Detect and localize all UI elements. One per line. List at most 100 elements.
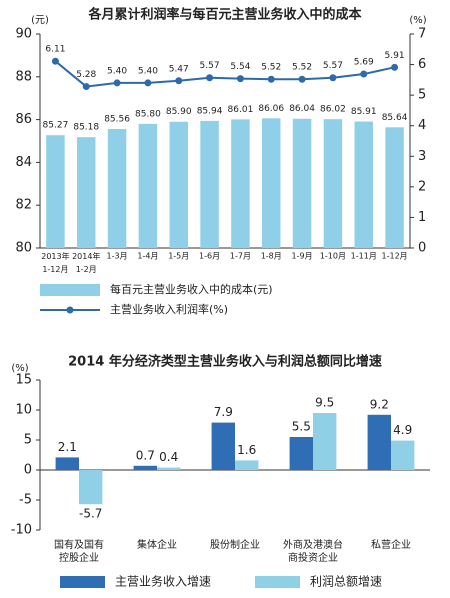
value-label: 5.52 <box>292 63 312 73</box>
point <box>360 70 368 78</box>
x-tick-label: 外商及港澳台商投资企业 <box>283 538 343 564</box>
legend-label: 每百元主营业务收入中的成本(元) <box>110 282 273 296</box>
value-label: 86.06 <box>258 104 284 114</box>
value-label: 0.7 <box>136 448 155 462</box>
x-tick-label: 股份制企业 <box>210 538 260 551</box>
bar <box>323 119 343 248</box>
y-tick-label: 15 <box>15 373 32 388</box>
value-label: 5.57 <box>200 61 220 71</box>
y2-tick-label: 0 <box>418 241 426 256</box>
bar <box>292 118 312 248</box>
x-tick-label: 集体企业 <box>137 538 177 551</box>
value-label: 5.40 <box>107 66 127 76</box>
point <box>175 77 183 85</box>
x-tick-label: 1-8月 <box>261 252 282 261</box>
y-axis-label: (%) <box>11 363 28 374</box>
point <box>267 75 275 83</box>
point <box>51 57 59 65</box>
value-label: 5.40 <box>138 66 158 76</box>
value-label: 5.52 <box>261 63 281 73</box>
bar <box>289 437 313 470</box>
x-tick-label: 1-10月 <box>320 252 346 261</box>
bar <box>157 467 181 470</box>
y-axis-label: (元) <box>31 15 49 26</box>
y-tick-label: 86 <box>15 112 32 127</box>
legend-swatch <box>60 576 105 588</box>
chart-title: 各月累计利润率与每百元主营业务收入中的成本 <box>87 7 361 23</box>
point <box>236 75 244 83</box>
legend-swatch <box>66 306 74 314</box>
bar <box>391 440 415 470</box>
bar <box>79 470 103 505</box>
point <box>298 75 306 83</box>
y-tick-label: -10 <box>11 523 32 538</box>
y2-axis-label: (%) <box>409 15 426 26</box>
value-label: 1.6 <box>237 443 256 457</box>
y-tick-label: 88 <box>15 69 32 84</box>
value-label: 5.5 <box>292 420 311 434</box>
y-tick-label: 5 <box>24 433 32 448</box>
value-label: 5.47 <box>169 64 189 74</box>
value-label: 6.11 <box>45 45 65 55</box>
point <box>329 74 337 82</box>
point <box>82 83 90 91</box>
bar <box>138 123 158 248</box>
value-label: 5.69 <box>354 58 374 68</box>
x-tick-label: 国有及国有控股企业 <box>54 538 104 564</box>
x-tick-label: 1-7月 <box>230 252 251 261</box>
value-label: 85.80 <box>135 109 161 119</box>
y2-tick-label: 7 <box>418 27 426 42</box>
value-label: 85.56 <box>104 115 130 125</box>
y2-tick-label: 4 <box>418 118 426 133</box>
value-label: 2.1 <box>58 440 77 454</box>
x-tick-label: 1-4月 <box>137 252 158 261</box>
value-label: 86.02 <box>320 105 346 115</box>
y-tick-label: 10 <box>15 403 32 418</box>
y-tick-label: 90 <box>15 27 32 42</box>
value-label: 85.64 <box>382 113 408 123</box>
value-label: 5.28 <box>76 70 96 80</box>
bar <box>77 137 96 248</box>
point <box>113 79 121 87</box>
value-label: 85.90 <box>166 107 192 117</box>
bar <box>211 422 235 470</box>
line <box>54 60 395 88</box>
value-label: 85.27 <box>43 121 69 131</box>
x-tick-label: 1-3月 <box>107 252 128 261</box>
value-label: 0.4 <box>159 450 178 464</box>
legend-label: 主营业务收入利润率(%) <box>110 302 228 316</box>
point <box>144 79 152 87</box>
y2-tick-label: 3 <box>418 149 426 164</box>
x-tick-label: 私营企业 <box>371 538 411 551</box>
y2-tick-label: 5 <box>418 88 426 103</box>
legend-label: 利润总额增速 <box>310 575 382 589</box>
value-label: -5.7 <box>79 507 102 521</box>
value-label: 85.91 <box>351 107 377 117</box>
value-label: 85.18 <box>73 123 99 133</box>
value-label: 9.2 <box>370 397 389 411</box>
x-tick-label: 1-5月 <box>168 252 189 261</box>
value-label: 86.01 <box>228 105 254 115</box>
legend-swatch <box>255 576 300 588</box>
x-tick-label: 1-12月 <box>382 252 408 261</box>
bar <box>354 121 373 248</box>
y-tick-label: 84 <box>15 155 32 170</box>
point <box>206 74 214 82</box>
legend-label: 主营业务收入增速 <box>115 574 211 589</box>
value-label: 7.9 <box>214 405 233 419</box>
y2-tick-label: 1 <box>418 210 426 225</box>
x-tick-label: 2014年 1-2月 <box>72 251 100 274</box>
y-tick-label: -5 <box>19 493 32 508</box>
value-label: 4.9 <box>393 423 412 437</box>
bar <box>107 129 127 248</box>
value-label: 5.57 <box>323 61 343 71</box>
bar <box>55 457 79 470</box>
bar <box>231 119 250 248</box>
bar <box>235 460 259 470</box>
value-label: 5.91 <box>385 51 405 61</box>
y2-tick-label: 2 <box>418 179 426 194</box>
bar <box>367 414 391 470</box>
bar <box>169 121 188 248</box>
legend-swatch <box>40 284 100 296</box>
